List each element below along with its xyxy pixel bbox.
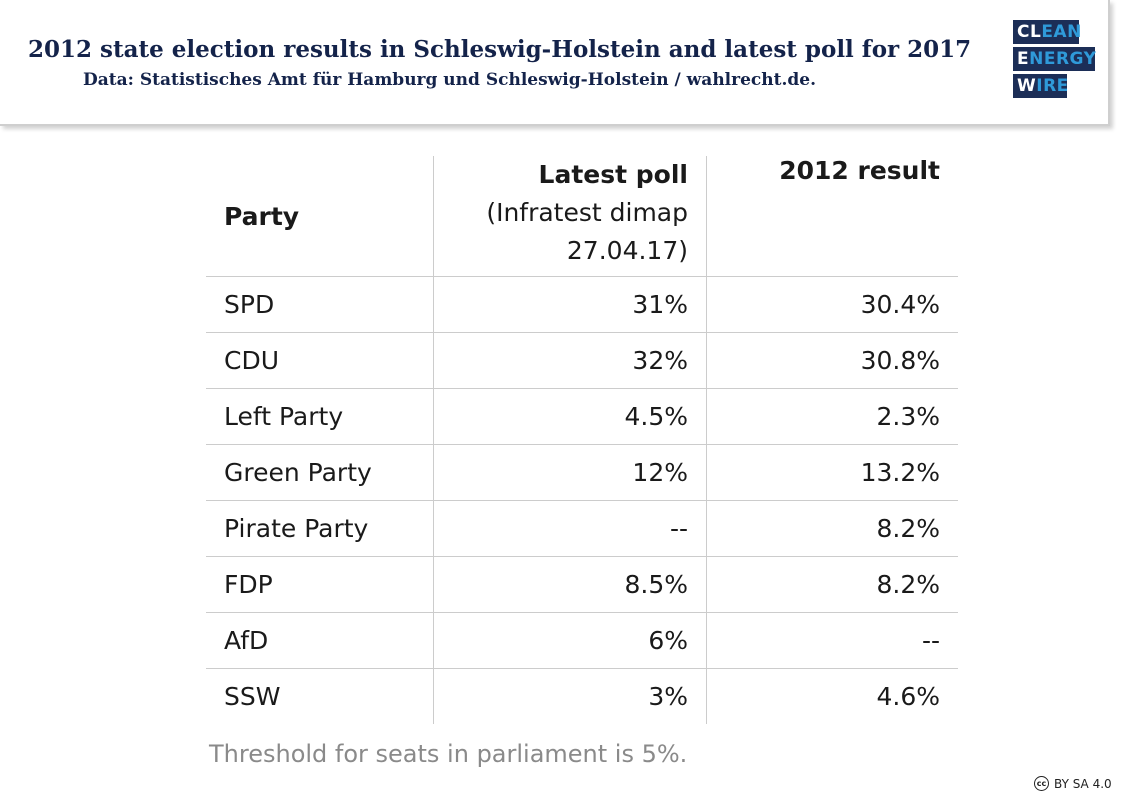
cell-latest-poll: -- — [433, 500, 707, 557]
cell-party: SPD — [206, 276, 434, 333]
license-text: BY SA 4.0 — [1054, 776, 1112, 791]
cell-party: Green Party — [206, 444, 434, 501]
table-row: Pirate Party -- 8.2% — [206, 500, 958, 557]
table-header-row: Party Latest poll (Infratest dimap 27.04… — [206, 156, 958, 277]
cell-latest-poll: 32% — [433, 332, 707, 389]
cell-2012-result: -- — [706, 612, 958, 669]
header-latest-poll: Latest poll (Infratest dimap 27.04.17) — [433, 156, 707, 277]
clean-energy-wire-logo: CLEAN ENERGY WIRE — [1013, 20, 1099, 101]
table-row: FDP 8.5% 8.2% — [206, 556, 958, 613]
cell-2012-result: 30.8% — [706, 332, 958, 389]
cell-party: AfD — [206, 612, 434, 669]
header-party: Party — [206, 156, 434, 277]
cell-latest-poll: 8.5% — [433, 556, 707, 613]
header-banner: 2012 state election results in Schleswig… — [0, 0, 1110, 126]
header-latest-poll-label: Latest poll — [538, 160, 688, 189]
election-results-table: Party Latest poll (Infratest dimap 27.04… — [206, 156, 958, 724]
cell-party: FDP — [206, 556, 434, 613]
logo-line-energy: ENERGY — [1013, 47, 1096, 71]
cell-latest-poll: 4.5% — [433, 388, 707, 445]
header-2012-result: 2012 result — [706, 156, 958, 277]
table-row: Left Party 4.5% 2.3% — [206, 388, 958, 445]
cell-party: Left Party — [206, 388, 434, 445]
table-row: AfD 6% -- — [206, 612, 958, 669]
cell-latest-poll: 6% — [433, 612, 707, 669]
page-subtitle: Data: Statistisches Amt für Hamburg und … — [83, 70, 817, 90]
license-badge: cc BY SA 4.0 — [1034, 776, 1112, 791]
page-title: 2012 state election results in Schleswig… — [28, 36, 972, 63]
header-latest-poll-date: 27.04.17) — [566, 236, 688, 265]
cell-party: Pirate Party — [206, 500, 434, 557]
creative-commons-icon: cc — [1034, 776, 1049, 791]
cell-party: CDU — [206, 332, 434, 389]
table-row: CDU 32% 30.8% — [206, 332, 958, 389]
table-body: SPD 31% 30.4% CDU 32% 30.8% Left Party 4.5% 2.3%… — [206, 276, 958, 724]
cell-latest-poll: 12% — [433, 444, 707, 501]
header-latest-poll-source: (Infratest dimap — [486, 198, 688, 227]
cell-party: SSW — [224, 682, 281, 711]
logo-line-clean: CLEAN — [1013, 20, 1081, 44]
cell-2012-result: 30.4% — [706, 276, 958, 333]
threshold-footnote: Threshold for seats in parliament is 5%. — [209, 740, 688, 768]
cell-2012-result: 2.3% — [706, 388, 958, 445]
table-row: SSW 3% 4.6% — [206, 668, 958, 724]
cell-latest-poll: 31% — [433, 276, 707, 333]
cell-2012-result: 8.2% — [706, 500, 958, 557]
cell-2012-result: 4.6% — [706, 668, 958, 724]
table-row: Green Party 12% 13.2% — [206, 444, 958, 501]
cell-2012-result: 8.2% — [706, 556, 958, 613]
table-row: SPD 31% 30.4% — [206, 276, 958, 333]
logo-line-wire: WIRE — [1013, 74, 1068, 98]
cell-2012-result: 13.2% — [706, 444, 958, 501]
cell-latest-poll: 3% — [433, 668, 707, 724]
